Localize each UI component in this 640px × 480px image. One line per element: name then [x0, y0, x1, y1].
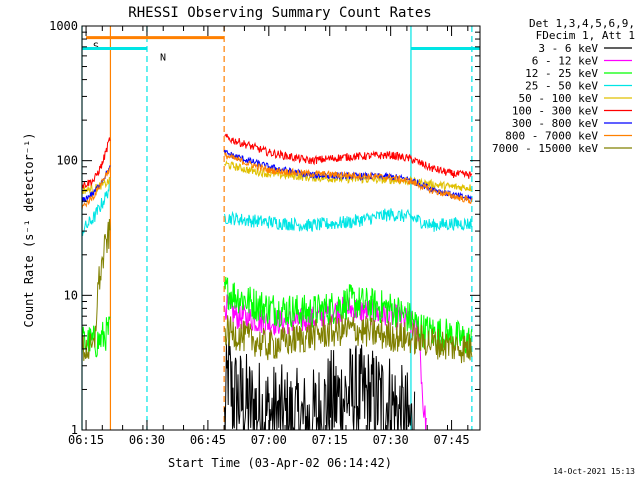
timestamp: 14-Oct-2021 15:13 — [553, 467, 635, 476]
series-line — [224, 294, 428, 431]
legend-entry: 25 - 50 keV — [525, 80, 598, 93]
series-line — [81, 160, 473, 195]
legend-entry: 3 - 6 keV — [538, 42, 598, 55]
series-line — [81, 177, 473, 237]
x-tick-label: 07:00 — [251, 433, 287, 447]
x-axis: 06:15 06:30 06:45 07:00 07:15 07:30 07:45 — [68, 26, 470, 447]
x-tick-label: 07:30 — [373, 433, 409, 447]
x-tick-label: 07:15 — [312, 433, 348, 447]
plot-frame — [81, 25, 481, 431]
series-line — [81, 133, 473, 189]
legend-header-line-2: FDecim 1, Att 1 — [536, 29, 635, 42]
series-line — [81, 218, 473, 364]
legend-entry: 100 - 300 keV — [512, 105, 598, 118]
plot-area: SN — [81, 26, 480, 431]
state-bar-label: N — [160, 53, 166, 64]
x-tick-label: 06:15 — [68, 433, 104, 447]
x-tick-label: 06:45 — [190, 433, 226, 447]
y-tick-label: 1 — [71, 423, 78, 437]
series-line — [81, 149, 473, 203]
y-tick-label: 10 — [64, 288, 78, 302]
x-tick-label: 07:45 — [434, 433, 470, 447]
y-tick-label: 1000 — [49, 19, 78, 33]
y-axis-label: Count Rate (s⁻¹ detector⁻¹) — [22, 132, 36, 327]
x-tick-label: 06:30 — [129, 433, 165, 447]
legend-entry: 300 - 800 keV — [512, 117, 598, 130]
legend-entry: 7000 - 15000 keV — [492, 142, 598, 155]
series-line — [81, 152, 473, 210]
chart-title: RHESSI Observing Summary Count Rates — [128, 5, 431, 21]
legend-entry: 800 - 7000 keV — [505, 130, 598, 143]
legend-entry: 6 - 12 keV — [532, 55, 599, 68]
legend-entry: 50 - 100 keV — [519, 92, 599, 105]
x-axis-label: Start Time (03-Apr-02 06:14:42) — [168, 456, 392, 470]
y-axis: 1 10 100 1000 — [49, 19, 480, 437]
y-tick-label: 100 — [56, 154, 78, 168]
legend: Det 1,3,4,5,6,9, FDecim 1, Att 1 3 - 6 k… — [492, 17, 635, 155]
legend-header-line-1: Det 1,3,4,5,6,9, — [529, 17, 635, 30]
legend-entry: 12 - 25 keV — [525, 67, 598, 80]
